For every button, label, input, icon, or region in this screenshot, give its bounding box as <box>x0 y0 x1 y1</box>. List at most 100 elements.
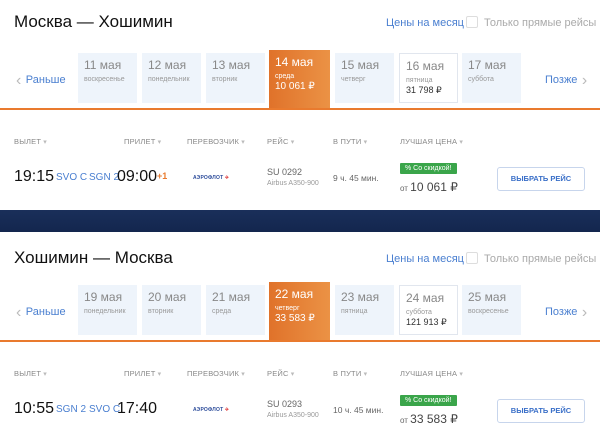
arrival-airport[interactable]: SGN 2 <box>89 172 120 183</box>
direct-only-checkbox[interactable] <box>466 16 478 28</box>
weekday-label: суббота <box>406 309 432 316</box>
date-label: 25 мая <box>468 290 507 304</box>
select-flight-button[interactable]: ВЫБРАТЬ РЕЙС <box>497 167 585 191</box>
date-label: 24 мая <box>406 291 445 305</box>
date-label: 21 мая <box>212 290 251 304</box>
carrier-logo-text: АЭРОФЛОТ <box>193 407 224 413</box>
weekday-label: понедельник <box>84 308 126 315</box>
flight-number: SU 0293 <box>267 399 303 409</box>
date-price: 10 061 ₽ <box>275 81 315 92</box>
later-label: Позже <box>545 306 578 318</box>
sort-header-arrive[interactable]: ПРИЛЕТ <box>124 137 161 146</box>
sort-header-carrier[interactable]: ПЕРЕВОЗЧИК <box>187 369 245 378</box>
direct-only-checkbox[interactable] <box>466 252 478 264</box>
date-label: 13 мая <box>212 58 251 72</box>
later-button[interactable]: Позже › <box>545 304 587 322</box>
flight-duration: 9 ч. 45 мин. <box>333 173 379 183</box>
date-label: 23 мая <box>341 290 380 304</box>
date-cell[interactable]: 15 мая четверг <box>335 53 394 103</box>
date-cell[interactable]: 20 мая вторник <box>142 285 201 335</box>
date-strip-underline <box>0 340 600 342</box>
date-cell[interactable]: 19 мая понедельник <box>78 285 137 335</box>
month-prices-link[interactable]: Цены на месяц <box>386 253 464 265</box>
earlier-button[interactable]: ‹ Раньше <box>16 304 66 322</box>
route-section: Хошимин — Москва Цены на месяц Только прям… <box>0 236 600 446</box>
direct-only-label: Только прямые рейсы <box>484 253 597 265</box>
carrier-logo-wing-icon: ✈ <box>223 407 230 413</box>
sort-header-depart[interactable]: ВЫЛЕТ <box>14 369 47 378</box>
earlier-label: Раньше <box>25 74 66 86</box>
departure-airport[interactable]: SVO C <box>56 172 88 183</box>
date-label: 22 мая <box>275 287 314 301</box>
price-prefix: от <box>400 184 408 193</box>
date-cell[interactable]: 16 мая пятница 31 798 ₽ <box>399 53 458 103</box>
date-cell[interactable]: 12 мая понедельник <box>142 53 201 103</box>
date-label: 16 мая <box>406 59 445 73</box>
date-price: 33 583 ₽ <box>275 313 315 324</box>
discount-badge: % Со скидкой! <box>400 163 457 174</box>
weekday-label: среда <box>212 308 232 315</box>
date-cell[interactable]: 22 мая четверг 33 583 ₽ <box>269 282 330 340</box>
date-cell[interactable]: 14 мая среда 10 061 ₽ <box>269 50 330 108</box>
date-price: 121 913 ₽ <box>406 317 447 327</box>
date-cell[interactable]: 13 мая вторник <box>206 53 265 103</box>
weekday-label: вторник <box>212 76 238 83</box>
sort-header-duration[interactable]: В ПУТИ <box>333 137 367 146</box>
date-cell[interactable]: 24 мая суббота 121 913 ₽ <box>399 285 458 335</box>
best-price: от 33 583 ₽ <box>400 412 458 426</box>
date-label: 14 мая <box>275 55 314 69</box>
weekday-label: суббота <box>468 76 494 83</box>
departure-airport[interactable]: SGN 2 <box>56 404 87 415</box>
carrier-logo: АЭРОФЛОТ ✈ <box>193 175 229 181</box>
date-label: 17 мая <box>468 58 507 72</box>
weekday-label: понедельник <box>148 76 190 83</box>
date-strip-underline <box>0 108 600 110</box>
sort-header-best-price[interactable]: ЛУЧШАЯ ЦЕНА <box>400 369 463 378</box>
later-label: Позже <box>545 74 578 86</box>
weekday-label: вторник <box>148 308 174 315</box>
date-label: 15 мая <box>341 58 380 72</box>
day-offset: +1 <box>157 171 168 181</box>
arrival-airport[interactable]: SVO C <box>89 404 121 415</box>
sort-header-best-price[interactable]: ЛУЧШАЯ ЦЕНА <box>400 137 463 146</box>
route-title: Хошимин — Москва <box>14 248 173 267</box>
carrier-logo: АЭРОФЛОТ ✈ <box>193 407 229 413</box>
sort-header-duration[interactable]: В ПУТИ <box>333 369 367 378</box>
price-value: 33 583 ₽ <box>410 412 458 426</box>
weekday-label: пятница <box>406 77 433 84</box>
sort-header-flight[interactable]: РЕЙС <box>267 137 294 146</box>
later-button[interactable]: Позже › <box>545 72 587 90</box>
weekday-label: пятница <box>341 308 368 315</box>
date-label: 12 мая <box>148 58 187 72</box>
sort-header-carrier[interactable]: ПЕРЕВОЗЧИК <box>187 137 245 146</box>
flight-duration: 10 ч. 45 мин. <box>333 405 384 415</box>
sort-header-depart[interactable]: ВЫЛЕТ <box>14 137 47 146</box>
arrival-time: 09:00 <box>117 168 158 185</box>
earlier-button[interactable]: ‹ Раньше <box>16 72 66 90</box>
flight-number: SU 0292 <box>267 167 303 177</box>
flight-info: SU 0293 Airbus A350-900 <box>267 399 319 421</box>
select-flight-button[interactable]: ВЫБРАТЬ РЕЙС <box>497 399 585 423</box>
best-price: от 10 061 ₽ <box>400 180 458 194</box>
date-cell[interactable]: 23 мая пятница <box>335 285 394 335</box>
weekday-label: четверг <box>275 305 300 312</box>
aircraft-type: Airbus A350-900 <box>267 412 319 419</box>
weekday-label: среда <box>275 73 295 80</box>
date-cell[interactable]: 17 мая суббота <box>462 53 521 103</box>
carrier-logo-text: АЭРОФЛОТ <box>193 175 224 181</box>
chevron-left-icon: ‹ <box>16 72 26 89</box>
flight-info: SU 0292 Airbus A350-900 <box>267 167 319 189</box>
price-prefix: от <box>400 416 408 425</box>
date-price: 31 798 ₽ <box>406 85 442 95</box>
section-divider <box>0 210 600 232</box>
route-title: Москва — Хошимин <box>14 12 173 31</box>
discount-badge: % Со скидкой! <box>400 395 457 406</box>
date-cell[interactable]: 25 мая воскресенье <box>462 285 521 335</box>
month-prices-link[interactable]: Цены на месяц <box>386 17 464 29</box>
weekday-label: четверг <box>341 76 366 83</box>
date-cell[interactable]: 11 мая воскресенье <box>78 53 137 103</box>
weekday-label: воскресенье <box>84 76 125 83</box>
sort-header-flight[interactable]: РЕЙС <box>267 369 294 378</box>
sort-header-arrive[interactable]: ПРИЛЕТ <box>124 369 161 378</box>
date-cell[interactable]: 21 мая среда <box>206 285 265 335</box>
